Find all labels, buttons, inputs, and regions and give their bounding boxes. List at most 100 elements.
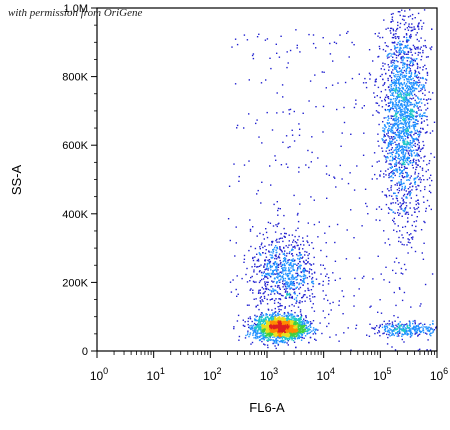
event-dot	[423, 179, 425, 181]
event-dot	[277, 306, 279, 308]
event-dot	[276, 328, 278, 331]
event-dot	[392, 119, 394, 121]
event-dot	[412, 59, 415, 62]
event-dot	[387, 109, 389, 111]
event-dot	[269, 332, 271, 334]
event-dot	[270, 293, 272, 295]
event-dot	[304, 294, 306, 296]
event-dot	[414, 180, 416, 183]
event-dot	[417, 23, 420, 25]
event-dot	[418, 90, 420, 93]
event-dot	[282, 332, 284, 334]
event-dot	[403, 36, 405, 38]
event-dot	[282, 275, 284, 277]
event-dot	[402, 182, 405, 185]
event-dot	[266, 336, 268, 339]
event-dot	[281, 323, 284, 325]
event-dot	[292, 332, 295, 335]
event-dot	[396, 335, 398, 337]
event-dot	[381, 106, 384, 108]
event-dot	[279, 305, 281, 307]
event-dot	[264, 337, 266, 339]
event-dot	[292, 258, 294, 260]
event-dot	[384, 135, 386, 137]
event-dot	[403, 141, 406, 143]
event-dot	[407, 133, 410, 135]
event-dot	[389, 166, 391, 169]
event-dot	[298, 247, 301, 249]
event-dot	[253, 271, 255, 273]
event-dot	[399, 44, 401, 47]
event-dot	[317, 329, 319, 331]
event-dot	[324, 267, 326, 270]
event-dot	[292, 284, 294, 286]
event-dot	[393, 119, 395, 121]
event-dot	[286, 315, 288, 317]
event-dot	[283, 263, 286, 265]
event-dot	[403, 140, 406, 142]
event-dot	[390, 202, 392, 204]
event-dot	[285, 296, 287, 298]
event-dot	[416, 38, 418, 41]
event-dot	[418, 40, 420, 42]
event-dot	[399, 92, 402, 94]
event-dot	[282, 240, 284, 243]
event-dot	[396, 70, 398, 72]
event-dot	[281, 333, 284, 335]
event-dot	[420, 19, 422, 22]
event-dot	[324, 232, 326, 234]
event-dot	[372, 114, 374, 116]
event-dot	[425, 131, 428, 134]
event-dot	[382, 139, 384, 141]
event-dot	[263, 297, 266, 299]
event-dot	[402, 135, 404, 138]
event-dot	[397, 107, 400, 109]
event-dot	[389, 328, 391, 330]
event-dot	[315, 278, 318, 280]
event-dot	[417, 164, 419, 166]
event-dot	[265, 231, 268, 234]
event-dot	[398, 154, 400, 157]
event-dot	[406, 64, 408, 66]
event-dot	[283, 336, 285, 338]
event-dot	[271, 324, 274, 326]
event-dot	[385, 45, 388, 47]
event-dot	[401, 59, 403, 61]
event-dot	[392, 102, 394, 105]
event-dot	[383, 124, 386, 126]
event-dot	[285, 270, 287, 272]
event-dot	[290, 331, 293, 333]
event-dot	[415, 34, 417, 36]
event-dot	[397, 212, 399, 214]
event-dot	[252, 280, 255, 283]
event-dot	[276, 264, 279, 266]
event-dot	[433, 121, 436, 123]
event-dot	[275, 335, 278, 338]
event-dot	[277, 276, 279, 278]
event-dot	[379, 48, 381, 50]
event-dot	[371, 165, 373, 167]
event-dot	[394, 133, 397, 136]
event-dot	[402, 155, 404, 158]
event-dot	[386, 96, 389, 98]
event-dot	[243, 261, 245, 263]
event-dot	[382, 130, 385, 132]
event-dot	[392, 325, 395, 327]
event-dot	[401, 75, 404, 77]
event-dot	[425, 79, 428, 81]
event-dot	[282, 325, 284, 328]
event-dot	[379, 96, 381, 99]
event-dot	[257, 319, 260, 321]
event-dot	[413, 177, 415, 180]
event-dot	[401, 73, 403, 75]
event-dot	[270, 321, 272, 323]
event-dot	[399, 40, 401, 43]
event-dot	[260, 319, 262, 321]
event-dot	[402, 226, 404, 228]
event-dot	[411, 189, 413, 191]
event-dot	[393, 192, 395, 194]
event-dot	[273, 277, 276, 280]
event-dot	[279, 330, 282, 333]
event-dot	[402, 126, 404, 128]
event-dot	[395, 161, 397, 164]
